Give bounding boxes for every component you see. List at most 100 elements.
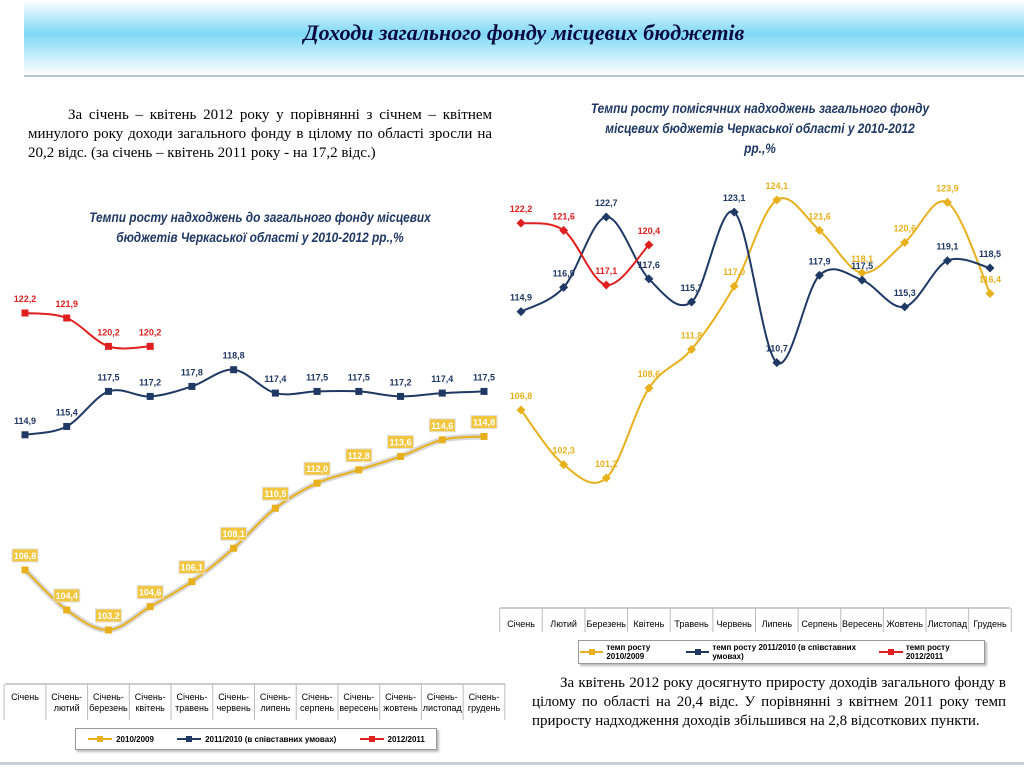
x-tick-label: Травень	[674, 619, 709, 629]
data-label: 114,8	[473, 417, 495, 427]
data-label: 123,1	[723, 193, 746, 203]
data-point	[397, 452, 405, 460]
data-point	[480, 387, 488, 395]
data-label: 114,6	[431, 421, 453, 431]
chart-title: Темпи росту помісячних надходжень загаль…	[590, 100, 930, 156]
data-label: 117,4	[431, 374, 453, 384]
data-point	[772, 195, 782, 205]
label-box	[220, 526, 248, 541]
data-point	[188, 382, 196, 390]
legend-label: 2012/2011	[387, 734, 425, 744]
legend-marker	[186, 736, 193, 742]
data-label: 117,5	[348, 372, 370, 382]
legend-marker	[368, 736, 375, 742]
data-label: 110,7	[766, 344, 788, 354]
x-tick-label: Січень-березень	[89, 692, 128, 713]
x-tick-label: Січень-травень	[175, 692, 209, 713]
label-box	[136, 585, 164, 600]
x-tick-label: Лютий	[550, 619, 577, 629]
legend-item: 2011/2010 (в співставних умовах)	[176, 734, 336, 744]
data-label: 122,2	[14, 294, 37, 304]
data-label: 122,2	[510, 204, 533, 214]
data-label: 106,8	[510, 391, 533, 401]
data-label: 117,2	[390, 377, 412, 387]
data-point	[516, 405, 526, 415]
label-box	[94, 608, 122, 623]
data-label: 104,6	[139, 588, 162, 598]
data-label: 112,0	[306, 464, 328, 474]
label-box	[428, 418, 456, 433]
x-tick-label: Січень-лютий	[51, 692, 83, 713]
data-label: 114,9	[510, 293, 532, 303]
x-tick-label: Грудень	[973, 619, 1007, 629]
data-label: 117,5	[306, 372, 328, 382]
x-tick-label: Січень	[507, 619, 535, 629]
label-box	[53, 588, 81, 603]
data-point	[814, 270, 824, 280]
legend-swatch	[685, 649, 710, 655]
series-line	[24, 435, 485, 632]
data-label: 118,1	[851, 254, 873, 264]
data-point	[146, 603, 154, 611]
data-label: 122,7	[595, 198, 618, 208]
data-label: 117,4	[264, 374, 286, 384]
x-tick-label: Серпень	[801, 619, 838, 629]
data-point	[104, 342, 112, 350]
data-label: 117,9	[808, 256, 830, 266]
data-point	[729, 281, 739, 291]
x-tick-label: Вересень	[841, 619, 883, 629]
data-point	[271, 389, 279, 397]
x-tick-label: Січень	[11, 692, 39, 702]
x-tick-label: Січень-липень	[259, 692, 291, 713]
data-point	[146, 392, 154, 400]
x-tick-label: Квітень	[633, 619, 665, 629]
chart-title: Темпи росту надходжень до загального фон…	[89, 209, 431, 245]
line-shadow	[22, 433, 485, 633]
data-point	[644, 274, 654, 284]
footer-line	[0, 762, 1024, 765]
series-line	[520, 210, 991, 365]
data-point	[21, 431, 29, 439]
data-point	[601, 212, 611, 222]
data-label: 117,6	[638, 260, 660, 270]
legend-item: темп росту 2010/2009	[579, 643, 685, 661]
header-band	[24, 0, 1024, 77]
x-tick-label: Листопад	[927, 619, 968, 629]
data-point	[313, 387, 321, 395]
data-label: 108,1	[222, 529, 245, 539]
data-label: 108,6	[638, 369, 661, 379]
legend-marker	[694, 649, 701, 655]
data-point	[857, 268, 867, 278]
legend-item: 2010/2009	[87, 734, 154, 744]
data-point	[601, 280, 611, 290]
x-tick-label: Січень-квітень	[134, 692, 166, 713]
legend-label: 2010/2009	[116, 734, 154, 744]
data-point	[438, 436, 446, 444]
data-point	[397, 392, 405, 400]
data-point	[104, 626, 112, 634]
data-point	[21, 309, 29, 317]
legend-item: темп росту 2012/2011	[878, 643, 984, 661]
label-box	[345, 448, 373, 463]
data-point	[772, 358, 782, 368]
legend: темп росту 2010/2009 темп росту 2011/2010…	[578, 640, 985, 664]
data-label: 117,1	[595, 266, 617, 276]
data-label: 117,0	[723, 267, 745, 277]
data-label: 121,9	[55, 299, 78, 309]
data-label: 118,8	[223, 351, 245, 361]
legend-label: темп росту 2012/2011	[905, 643, 950, 661]
x-tick-label: Січень-жовтень	[383, 692, 418, 713]
legend-label: темп росту 2010/2009	[606, 643, 651, 661]
data-point	[644, 383, 654, 393]
data-point	[559, 282, 569, 292]
legend-marker	[589, 649, 595, 655]
data-label: 106,1	[181, 563, 204, 573]
data-label: 101,2	[595, 459, 618, 469]
x-tick-label: Січень-листопад	[422, 692, 462, 713]
label-box	[387, 434, 415, 449]
data-point	[516, 307, 526, 317]
label-box	[261, 486, 289, 501]
data-label: 117,2	[139, 377, 161, 387]
